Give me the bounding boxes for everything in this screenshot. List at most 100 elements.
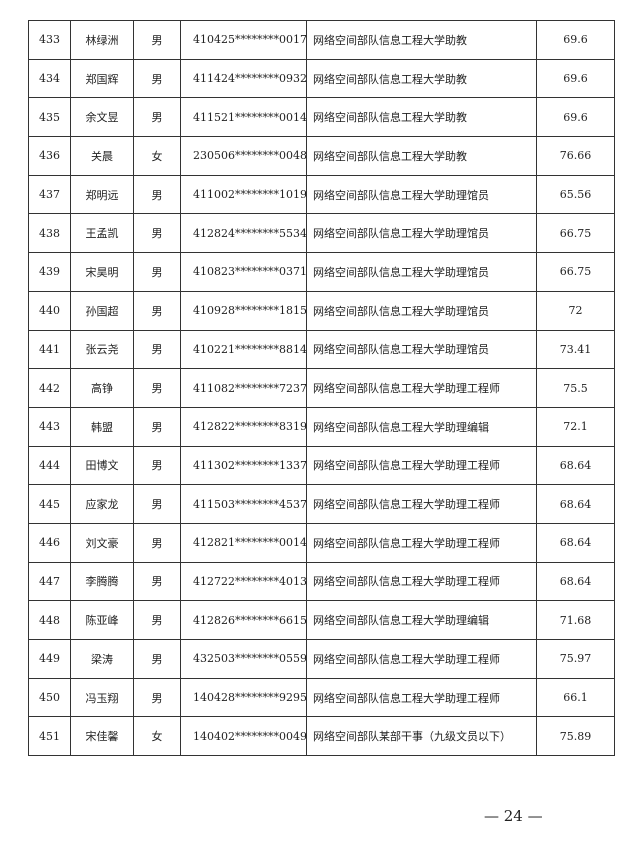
gender-cell: 男 xyxy=(133,484,181,524)
row-number: 450 xyxy=(28,677,71,718)
id-number-cell: 412822********8319 xyxy=(180,406,307,447)
gender-cell: 女 xyxy=(133,716,181,757)
score-cell: 65.56 xyxy=(536,174,615,215)
id-number-cell: 140428********9295 xyxy=(180,677,307,718)
row-number: 440 xyxy=(28,290,71,331)
position-cell: 网络空间部队信息工程大学助教 xyxy=(306,20,537,60)
row-number: 443 xyxy=(28,406,71,447)
row-number: 446 xyxy=(28,522,71,563)
score-cell: 72 xyxy=(536,290,615,331)
table-row: 438 王孟凯男 412824********5534 网络空间部队信息工程大学助理馆… xyxy=(28,213,615,254)
gender-cell: 男 xyxy=(133,522,181,563)
id-number-cell: 412824********5534 xyxy=(180,213,307,254)
name-cell: 冯玉翔 xyxy=(70,677,134,718)
id-number-cell: 411002********1019 xyxy=(180,174,307,215)
name-cell: 余文昱 xyxy=(70,97,134,138)
row-number: 433 xyxy=(28,20,71,60)
score-cell: 75.5 xyxy=(536,368,615,408)
position-cell: 网络空间部队信息工程大学助理馆员 xyxy=(306,329,537,370)
candidate-table: 433 林绿洲男 410425********0017 网络空间部队信息工程大学助教 6… xyxy=(28,20,615,757)
position-cell: 网络空间部队信息工程大学助理工程师 xyxy=(306,639,537,679)
gender-cell: 男 xyxy=(133,20,181,60)
score-cell: 66.1 xyxy=(536,677,615,718)
table-row: 451 宋佳馨女 140402********0049 网络空间部队某部干事（九级文员… xyxy=(28,716,615,757)
row-number: 449 xyxy=(28,639,71,679)
id-number-cell: 410221********8814 xyxy=(180,329,307,370)
table-row: 435 余文昱男 411521********0014 网络空间部队信息工程大学助教 6… xyxy=(28,97,615,138)
position-cell: 网络空间部队信息工程大学助教 xyxy=(306,58,537,99)
gender-cell: 男 xyxy=(133,174,181,215)
score-cell: 69.6 xyxy=(536,58,615,99)
gender-cell: 男 xyxy=(133,677,181,718)
row-number: 448 xyxy=(28,600,71,640)
id-number-cell: 411424********0932 xyxy=(180,58,307,99)
position-cell: 网络空间部队信息工程大学助理工程师 xyxy=(306,561,537,602)
gender-cell: 男 xyxy=(133,290,181,331)
position-cell: 网络空间部队信息工程大学助理馆员 xyxy=(306,174,537,215)
id-number-cell: 410928********1815 xyxy=(180,290,307,331)
gender-cell: 男 xyxy=(133,639,181,679)
position-cell: 网络空间部队信息工程大学助理馆员 xyxy=(306,290,537,331)
score-cell: 75.89 xyxy=(536,716,615,757)
score-cell: 69.6 xyxy=(536,20,615,60)
id-number-cell: 410823********0371 xyxy=(180,252,307,292)
id-number-cell: 411521********0014 xyxy=(180,97,307,138)
name-cell: 刘文豪 xyxy=(70,522,134,563)
table-row: 449 梁涛男 432503********0559 网络空间部队信息工程大学助理工程… xyxy=(28,639,615,679)
score-cell: 66.75 xyxy=(536,213,615,254)
gender-cell: 男 xyxy=(133,600,181,640)
name-cell: 孙国超 xyxy=(70,290,134,331)
table-row: 443 韩盟男 412822********8319 网络空间部队信息工程大学助理编辑… xyxy=(28,406,615,447)
row-number: 435 xyxy=(28,97,71,138)
table-body: 433 林绿洲男 410425********0017 网络空间部队信息工程大学助教 6… xyxy=(28,20,615,757)
table-row: 447 李腾腾男 412722********4013 网络空间部队信息工程大学助理工… xyxy=(28,561,615,602)
name-cell: 王孟凯 xyxy=(70,213,134,254)
id-number-cell: 412821********0014 xyxy=(180,522,307,563)
gender-cell: 女 xyxy=(133,136,181,176)
name-cell: 郑国辉 xyxy=(70,58,134,99)
page-number: — 24 — xyxy=(484,807,543,825)
table-row: 441 张云尧男 410221********8814 网络空间部队信息工程大学助理馆… xyxy=(28,329,615,370)
position-cell: 网络空间部队某部干事（九级文员以下） xyxy=(306,716,537,757)
gender-cell: 男 xyxy=(133,329,181,370)
name-cell: 梁涛 xyxy=(70,639,134,679)
id-number-cell: 411302********1337 xyxy=(180,445,307,486)
gender-cell: 男 xyxy=(133,252,181,292)
score-cell: 73.41 xyxy=(536,329,615,370)
score-cell: 75.97 xyxy=(536,639,615,679)
table-row: 446 刘文豪男 412821********0014 网络空间部队信息工程大学助理工… xyxy=(28,522,615,563)
score-cell: 69.6 xyxy=(536,97,615,138)
id-number-cell: 411503********4537 xyxy=(180,484,307,524)
position-cell: 网络空间部队信息工程大学助理编辑 xyxy=(306,600,537,640)
id-number-cell: 412826********6615 xyxy=(180,600,307,640)
id-number-cell: 140402********0049 xyxy=(180,716,307,757)
position-cell: 网络空间部队信息工程大学助理馆员 xyxy=(306,252,537,292)
table-row: 440 孙国超男 410928********1815 网络空间部队信息工程大学助理馆… xyxy=(28,290,615,331)
id-number-cell: 411082********7237 xyxy=(180,368,307,408)
name-cell: 李腾腾 xyxy=(70,561,134,602)
table-row: 448 陈亚峰男 412826********6615 网络空间部队信息工程大学助理编… xyxy=(28,600,615,640)
row-number: 439 xyxy=(28,252,71,292)
gender-cell: 男 xyxy=(133,97,181,138)
row-number: 441 xyxy=(28,329,71,370)
score-cell: 68.64 xyxy=(536,484,615,524)
position-cell: 网络空间部队信息工程大学助理工程师 xyxy=(306,368,537,408)
score-cell: 68.64 xyxy=(536,561,615,602)
row-number: 444 xyxy=(28,445,71,486)
row-number: 437 xyxy=(28,174,71,215)
gender-cell: 男 xyxy=(133,445,181,486)
name-cell: 应家龙 xyxy=(70,484,134,524)
position-cell: 网络空间部队信息工程大学助教 xyxy=(306,136,537,176)
gender-cell: 男 xyxy=(133,58,181,99)
name-cell: 宋昊明 xyxy=(70,252,134,292)
name-cell: 陈亚峰 xyxy=(70,600,134,640)
score-cell: 76.66 xyxy=(536,136,615,176)
gender-cell: 男 xyxy=(133,406,181,447)
table-row: 433 林绿洲男 410425********0017 网络空间部队信息工程大学助教 6… xyxy=(28,20,615,60)
id-number-cell: 432503********0559 xyxy=(180,639,307,679)
position-cell: 网络空间部队信息工程大学助教 xyxy=(306,97,537,138)
row-number: 442 xyxy=(28,368,71,408)
table-row: 450 冯玉翔男 140428********9295 网络空间部队信息工程大学助理工… xyxy=(28,677,615,718)
table-row: 444 田博文男 411302********1337 网络空间部队信息工程大学助理工… xyxy=(28,445,615,486)
row-number: 451 xyxy=(28,716,71,757)
